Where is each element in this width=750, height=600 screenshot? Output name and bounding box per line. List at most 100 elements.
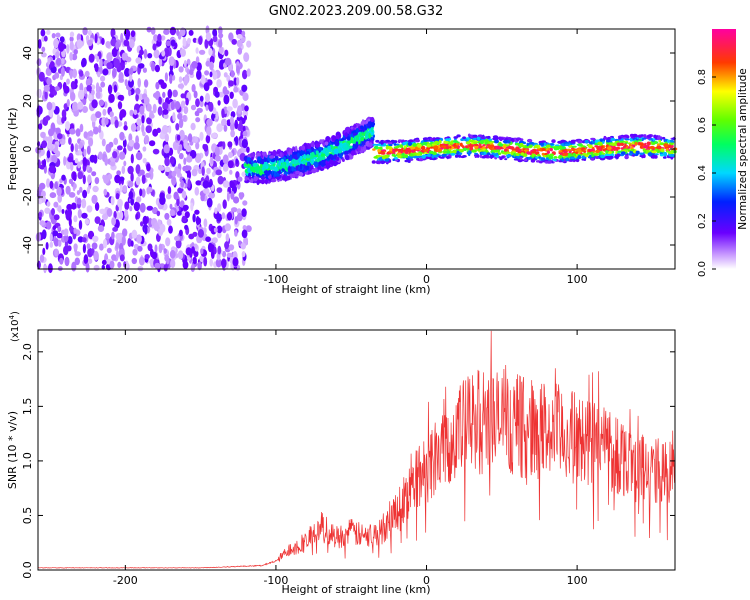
- spectrogram-cell: [652, 138, 656, 141]
- spectrogram-cell: [327, 145, 332, 150]
- spectrogram-cell: [130, 240, 134, 247]
- spectrogram-cell: [482, 148, 486, 151]
- spectrogram-cell: [145, 172, 151, 178]
- spectrogram-cell: [48, 165, 56, 174]
- spectrogram-cell: [46, 29, 51, 35]
- spectrogram-cell: [52, 230, 59, 237]
- spectrogram-cell: [106, 62, 113, 70]
- spectrogram-cell: [153, 34, 159, 42]
- spectrogram-cell: [230, 129, 236, 138]
- spectrogram-cell: [190, 122, 196, 131]
- spectrogram-cell: [549, 143, 555, 146]
- spectrogram-cell: [589, 148, 596, 152]
- spectrogram-cell: [558, 152, 563, 155]
- spectrogram-cell: [164, 72, 168, 82]
- spectrogram-cell: [218, 40, 223, 48]
- spectrogram-cell: [133, 201, 141, 212]
- spectrogram-cell: [186, 170, 192, 180]
- spectrogram-cell: [262, 165, 265, 172]
- spectrogram-cell: [93, 126, 99, 135]
- spectrogram-cell: [146, 103, 152, 112]
- spectrogram-cell: [77, 208, 82, 219]
- spectrogram-cell: [222, 199, 227, 209]
- spectrogram-cell: [92, 235, 99, 242]
- spectrogram-cell: [576, 148, 582, 152]
- spectrogram-cell: [213, 246, 217, 255]
- spectrogram-cell: [86, 165, 90, 171]
- spectrogram-cell: [65, 121, 71, 131]
- spectrogram-cell: [152, 103, 157, 114]
- spectrogram-cell: [407, 156, 413, 159]
- spectrogram-cell: [375, 139, 380, 143]
- y-tick-label: 1.0: [21, 452, 34, 470]
- spectrogram-cell: [513, 158, 519, 161]
- spectrogram-cell: [368, 142, 373, 148]
- spectrogram-cell: [69, 52, 73, 61]
- spectrogram-cell: [587, 144, 593, 149]
- spectrogram-cell: [91, 242, 98, 250]
- spectrogram-cell: [162, 102, 169, 110]
- spectrogram-cell: [63, 245, 69, 256]
- spectrogram-cell: [49, 192, 57, 199]
- spectrogram-cell: [139, 105, 145, 115]
- spectrogram-cell: [244, 176, 248, 181]
- spectrogram-cell: [157, 106, 163, 116]
- spectrogram-cell: [546, 150, 551, 155]
- spectrogram-cell: [232, 98, 238, 109]
- spectrogram-cell: [646, 141, 651, 146]
- spectrogram-cell: [88, 53, 95, 63]
- snr-x-axis-label: Height of straight line (km): [281, 583, 430, 596]
- colorbar-tick-label: 0.2: [697, 213, 708, 229]
- spectrogram-cell: [645, 148, 651, 151]
- spectrogram-cell: [403, 145, 407, 149]
- spectrogram-cell: [72, 171, 77, 182]
- spectrogram-cell: [187, 37, 191, 45]
- spectrogram-cell: [615, 153, 621, 158]
- spectrogram-cell: [375, 161, 381, 164]
- spectrogram-cell: [612, 148, 617, 151]
- spectrogram-cell: [509, 146, 515, 150]
- spectrogram-cell: [183, 60, 187, 68]
- spectrogram-cell: [410, 140, 414, 143]
- spectrogram-cell: [479, 154, 483, 159]
- spectrogram-cell: [449, 146, 452, 149]
- spectrogram-cell: [666, 148, 669, 151]
- spectrogram-cell: [639, 142, 644, 146]
- spectrogram-cell: [206, 197, 213, 208]
- spectrogram-cell: [484, 138, 489, 143]
- spectrogram-cell: [597, 141, 603, 145]
- spectrogram-cell: [57, 226, 62, 233]
- spectrogram-cell: [216, 79, 222, 88]
- spectrogram-cell: [170, 100, 175, 111]
- spectrogram-cell: [224, 57, 232, 66]
- spectrogram-cell: [64, 256, 70, 267]
- spectrogram-cell: [431, 154, 435, 159]
- spectrogram-cell: [206, 118, 213, 127]
- spectrogram-cell: [55, 127, 61, 135]
- spectrogram-cell: [48, 108, 53, 118]
- spectrogram-cell: [93, 264, 100, 271]
- spectrogram-cell: [209, 61, 214, 71]
- spectrogram-cell: [609, 140, 613, 143]
- spectrogram-cell: [123, 121, 128, 127]
- spectrogram-cell: [189, 149, 197, 159]
- spectrogram-cell: [77, 236, 84, 243]
- spectrogram-cell: [163, 144, 170, 154]
- spectrogram-cell: [455, 143, 460, 146]
- spectrogram-cell: [40, 190, 46, 198]
- spectrogram-cell: [157, 33, 162, 43]
- spectrogram-cell: [182, 37, 187, 47]
- spectrogram-cell: [246, 40, 252, 48]
- spectrogram-cell: [94, 216, 101, 225]
- spectrogram-cell: [381, 149, 387, 152]
- spectrogram-cell: [195, 47, 199, 54]
- spectrogram-cell: [299, 163, 303, 170]
- spectrogram-cell: [465, 145, 468, 149]
- spectrogram-cell: [69, 40, 74, 51]
- spectrogram-cell: [165, 40, 171, 47]
- spectrogram-cell: [423, 148, 429, 152]
- spectrogram-cell: [281, 175, 286, 181]
- spectrogram-cell: [224, 241, 230, 250]
- spectrogram-cell: [366, 123, 370, 127]
- spectrogram-cell: [266, 171, 270, 176]
